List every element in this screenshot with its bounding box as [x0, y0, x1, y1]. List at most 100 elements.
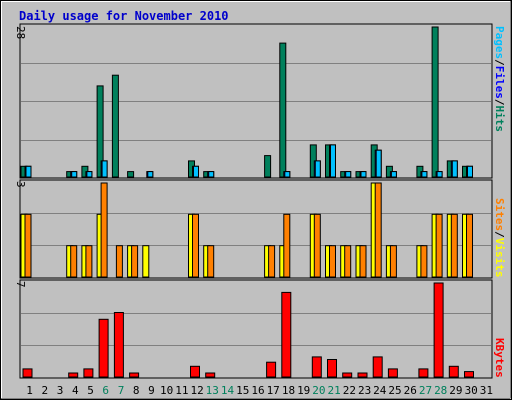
bar-pages-day-9 [147, 171, 154, 178]
bar-sites-day-13 [207, 245, 215, 278]
pages-files-hits-ymax-label: 28 [14, 26, 27, 39]
bar-sites-day-28 [435, 213, 443, 278]
bar-sites-day-29 [450, 213, 458, 278]
bar-sites-day-6 [100, 182, 108, 278]
x-tick-label-day-2: 2 [41, 384, 48, 397]
bar-kbytes-day-6 [98, 318, 109, 378]
x-tick-label-day-5: 5 [87, 384, 94, 397]
visits-sites-legend: Sites/Visits [493, 198, 506, 278]
legend-visits: Visits [493, 238, 506, 278]
bar-kbytes-day-28 [433, 282, 444, 378]
bar-sites-day-27 [420, 245, 428, 278]
visits-sites-bars [20, 182, 473, 278]
x-tick-label-day-12: 12 [190, 384, 203, 397]
x-tick-label-day-22: 22 [343, 384, 356, 397]
legend-separator-2: / [493, 99, 506, 106]
legend-kbytes: KBytes [493, 338, 506, 378]
bar-kbytes-day-5 [83, 368, 94, 378]
x-axis-day-labels: 1 2 3 4 5 6 7 8 9 10 11 12 13 14 15 16 17 18 19 20 21 22 23 24 2… [26, 384, 493, 397]
bar-sites-day-8 [131, 245, 139, 278]
x-tick-label-day-26: 26 [404, 384, 417, 397]
x-tick-label-day-18: 18 [282, 384, 295, 397]
x-tick-label-day-7: 7 [118, 384, 125, 397]
x-tick-label-day-14: 14 [221, 384, 235, 397]
x-tick-label-day-16: 16 [251, 384, 264, 397]
x-tick-label-day-4: 4 [72, 384, 79, 397]
x-tick-label-day-29: 29 [449, 384, 462, 397]
legend-files: Files [493, 66, 506, 99]
bar-sites-day-20 [313, 213, 321, 278]
bar-sites-day-22 [344, 245, 352, 278]
pages-files-hits-bars [20, 26, 473, 178]
legend-separator-3: / [493, 231, 506, 238]
bar-pages-day-1 [25, 165, 32, 178]
legend-pages: Pages [493, 26, 506, 59]
bar-pages-day-29 [451, 160, 458, 178]
x-tick-label-day-19: 19 [297, 384, 310, 397]
bar-kbytes-day-20 [311, 356, 322, 378]
bar-kbytes-day-24 [372, 356, 383, 378]
x-tick-label-day-28: 28 [434, 384, 447, 397]
bar-sites-day-7 [115, 245, 123, 278]
bar-kbytes-day-18 [281, 291, 292, 378]
bar-sites-day-4 [70, 245, 78, 278]
pages-files-hits-legend: Pages/Files/Hits [493, 26, 506, 132]
bar-hits-day-17 [264, 155, 272, 178]
kbytes-ymax-label: 7 [14, 281, 27, 288]
kbytes-plot-area [19, 279, 493, 379]
bar-kbytes-day-1 [22, 368, 33, 378]
legend-hits: Hits [493, 106, 506, 133]
bar-sites-day-21 [329, 245, 336, 278]
x-tick-label-day-24: 24 [373, 384, 387, 397]
bar-kbytes-day-30 [464, 371, 474, 378]
bar-pages-day-23 [360, 171, 367, 178]
x-tick-label-day-30: 30 [465, 384, 478, 397]
bar-hits-day-28 [431, 26, 439, 178]
bar-sites-day-25 [389, 245, 397, 278]
x-tick-label-day-23: 23 [358, 384, 371, 397]
bar-sites-day-12 [192, 213, 199, 278]
bar-sites-day-1 [24, 213, 32, 278]
chart-title: Daily usage for November 2010 [19, 9, 229, 23]
x-tick-label-day-20: 20 [312, 384, 325, 397]
bar-pages-day-6 [101, 160, 108, 178]
x-tick-label-day-25: 25 [388, 384, 401, 397]
bar-hits-day-18 [279, 42, 287, 178]
x-tick-label-day-8: 8 [133, 384, 140, 397]
bar-hits-day-7 [111, 74, 119, 178]
x-tick-label-day-9: 9 [148, 384, 155, 397]
x-tick-label-day-27: 27 [419, 384, 432, 397]
bar-sites-day-30 [466, 213, 473, 278]
svg-text:Sites/Visits: Sites/Visits [493, 198, 506, 278]
bar-pages-day-30 [467, 165, 473, 178]
bar-kbytes-day-17 [266, 361, 277, 378]
x-tick-label-day-21: 21 [327, 384, 340, 397]
bar-pages-day-27 [421, 171, 428, 178]
x-tick-label-day-1: 1 [26, 384, 33, 397]
legend-separator-1: / [493, 59, 506, 66]
bar-sites-day-24 [374, 182, 382, 278]
bar-kbytes-day-29 [448, 365, 459, 378]
bar-kbytes-day-23 [357, 372, 368, 378]
bar-hits-day-6 [96, 85, 104, 178]
bar-pages-day-13 [208, 171, 215, 178]
x-tick-label-day-31: 31 [480, 384, 493, 397]
bar-kbytes-day-22 [342, 372, 353, 378]
bar-pages-day-18 [284, 171, 291, 178]
bar-kbytes-day-12 [190, 365, 200, 378]
bar-kbytes-day-13 [205, 372, 216, 378]
x-tick-label-day-11: 11 [175, 384, 188, 397]
visits-sites-panel: 3 Sites/Visits [14, 179, 506, 279]
bar-pages-day-28 [436, 171, 443, 178]
bar-kbytes-day-4 [68, 372, 79, 378]
kbytes-legend: KBytes [493, 338, 506, 378]
kbytes-panel: 7 KBytes [14, 279, 506, 379]
x-tick-label-day-15: 15 [236, 384, 249, 397]
bar-pages-day-22 [345, 171, 352, 178]
bar-pages-day-5 [86, 171, 93, 178]
bar-sites-day-23 [359, 245, 367, 278]
bar-hits-day-8 [127, 171, 135, 178]
bar-pages-day-24 [375, 149, 382, 178]
bar-kbytes-day-21 [327, 359, 337, 378]
